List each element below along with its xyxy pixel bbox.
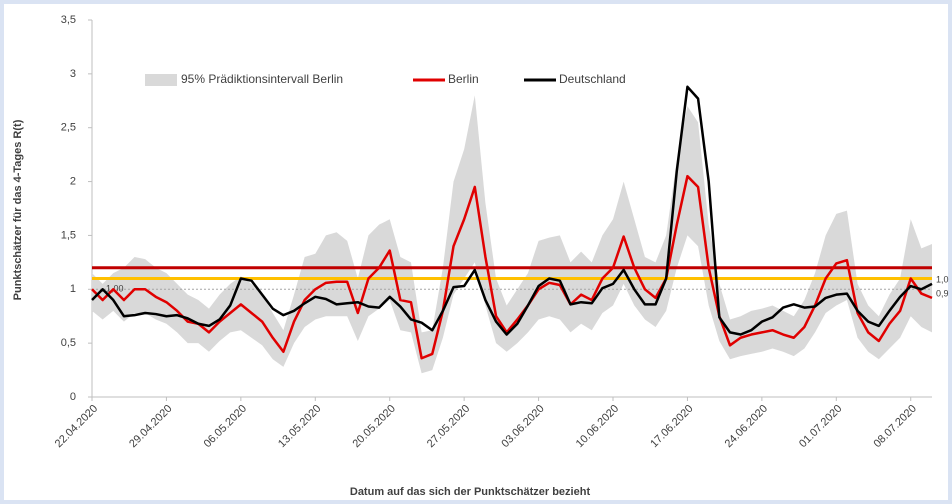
y-axis-title: Punktschätzer für das 4-Tages R(t): [12, 119, 24, 300]
legend-label: Deutschland: [559, 72, 626, 86]
y-tick-label: 2: [70, 175, 76, 187]
y-tick-label: 1: [70, 283, 76, 295]
end-label: 1,0: [936, 274, 949, 284]
end-label: 0,9: [936, 288, 949, 298]
reference-label: 1,00: [106, 284, 124, 294]
y-tick-label: 0: [70, 391, 76, 403]
y-tick-label: 3,5: [61, 14, 76, 26]
legend-swatch: [145, 74, 177, 86]
legend-label: Berlin: [448, 72, 479, 86]
y-tick-label: 2,5: [61, 122, 76, 134]
series-line: [91, 85, 933, 336]
y-tick-label: 3: [70, 68, 76, 80]
y-tick-label: 0,5: [61, 337, 76, 349]
legend-label: 95% Prädiktionsintervall Berlin: [181, 72, 343, 86]
y-tick-label: 1,5: [61, 229, 76, 241]
x-axis-title: Datum auf das sich der Punktschätzer bez…: [350, 486, 591, 498]
series-line: [91, 174, 933, 360]
